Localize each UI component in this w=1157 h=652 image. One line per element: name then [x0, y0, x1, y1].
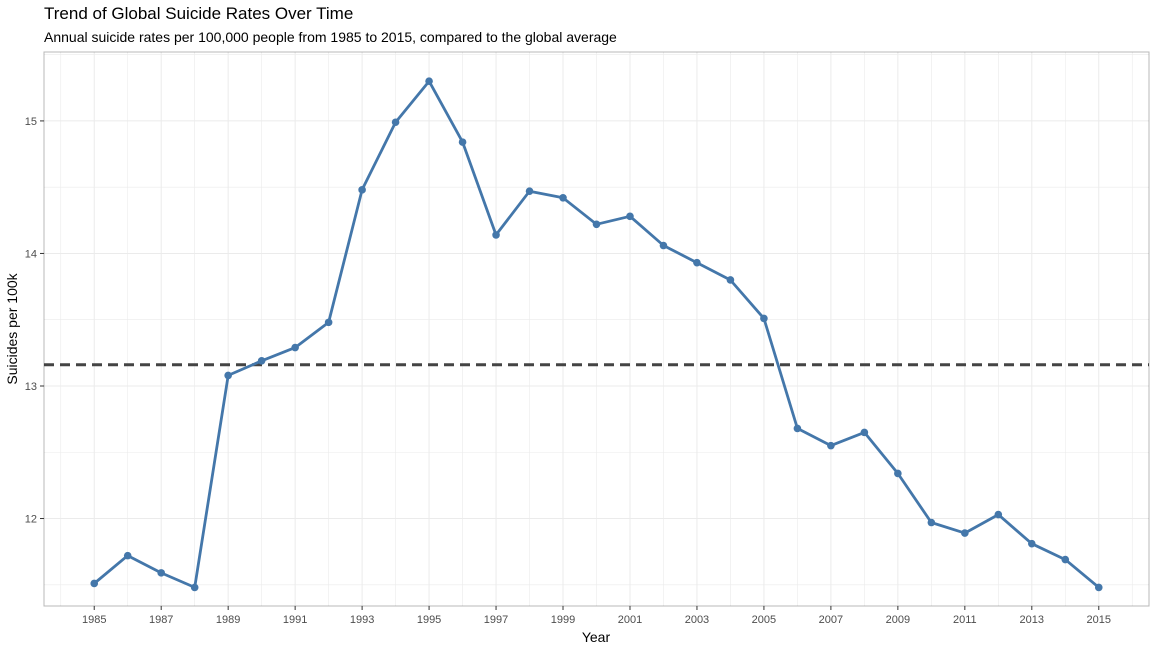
x-tick-label: 2001 — [618, 614, 642, 626]
x-tick-label: 2011 — [953, 614, 977, 626]
data-point — [90, 579, 99, 588]
y-tick-label: 12 — [25, 514, 37, 526]
data-point — [1061, 555, 1070, 564]
data-point — [860, 428, 869, 437]
y-tick-label: 15 — [25, 116, 37, 128]
x-tick-label: 2007 — [819, 614, 843, 626]
x-tick-label: 1997 — [484, 614, 508, 626]
data-point — [760, 314, 768, 323]
data-point — [1028, 539, 1036, 548]
y-axis-ticks: 12 13 14 15 — [25, 116, 44, 526]
data-point — [1094, 583, 1103, 592]
data-point — [961, 529, 969, 537]
data-point — [224, 371, 232, 380]
data-point — [994, 510, 1003, 519]
data-point — [324, 318, 333, 327]
x-axis-title: Year — [582, 629, 611, 645]
x-tick-label: 2003 — [685, 614, 709, 626]
data-point — [391, 118, 400, 127]
plot-panel-border — [43, 51, 1150, 607]
chart-title: Trend of Global Suicide Rates Over Time — [44, 4, 354, 23]
data-point — [693, 258, 701, 267]
x-tick-label: 1991 — [283, 614, 307, 626]
data-point — [157, 569, 165, 577]
data-point — [927, 518, 936, 527]
data-point — [123, 551, 132, 560]
x-tick-label: 2015 — [1087, 614, 1111, 626]
data-point — [492, 231, 500, 239]
data-point — [190, 583, 199, 592]
x-tick-label: 2013 — [1020, 614, 1044, 626]
data-point — [257, 357, 266, 365]
x-tick-label: 1985 — [82, 614, 106, 626]
data-point — [291, 343, 299, 352]
chart-subtitle: Annual suicide rates per 100,000 people … — [44, 29, 617, 45]
data-point — [358, 186, 366, 194]
data-point — [659, 241, 668, 250]
x-tick-label: 2009 — [886, 614, 910, 626]
y-tick-label: 14 — [25, 248, 37, 260]
x-axis-ticks: 1985 1987 1989 1991 1993 1995 1997 1999 2001 2003… — [82, 606, 1111, 626]
x-tick-label: 1987 — [149, 614, 173, 626]
data-point — [827, 441, 835, 450]
x-tick-label: 1995 — [417, 614, 441, 626]
data-point — [458, 138, 467, 146]
x-tick-label: 2005 — [752, 614, 776, 626]
major-gridlines — [44, 52, 1149, 606]
data-point — [425, 77, 433, 85]
x-tick-label: 1989 — [216, 614, 240, 626]
data-point — [793, 424, 802, 433]
data-point — [525, 187, 534, 195]
data-point — [592, 220, 601, 229]
data-point — [894, 469, 902, 478]
data-point — [559, 193, 567, 202]
x-tick-label: 1993 — [350, 614, 374, 626]
data-point — [626, 212, 634, 221]
y-axis-title: Suicides per 100k — [4, 272, 20, 384]
data-points — [90, 77, 1103, 592]
data-point — [726, 276, 735, 284]
x-tick-label: 1999 — [551, 614, 575, 626]
y-tick-label: 13 — [25, 381, 37, 393]
